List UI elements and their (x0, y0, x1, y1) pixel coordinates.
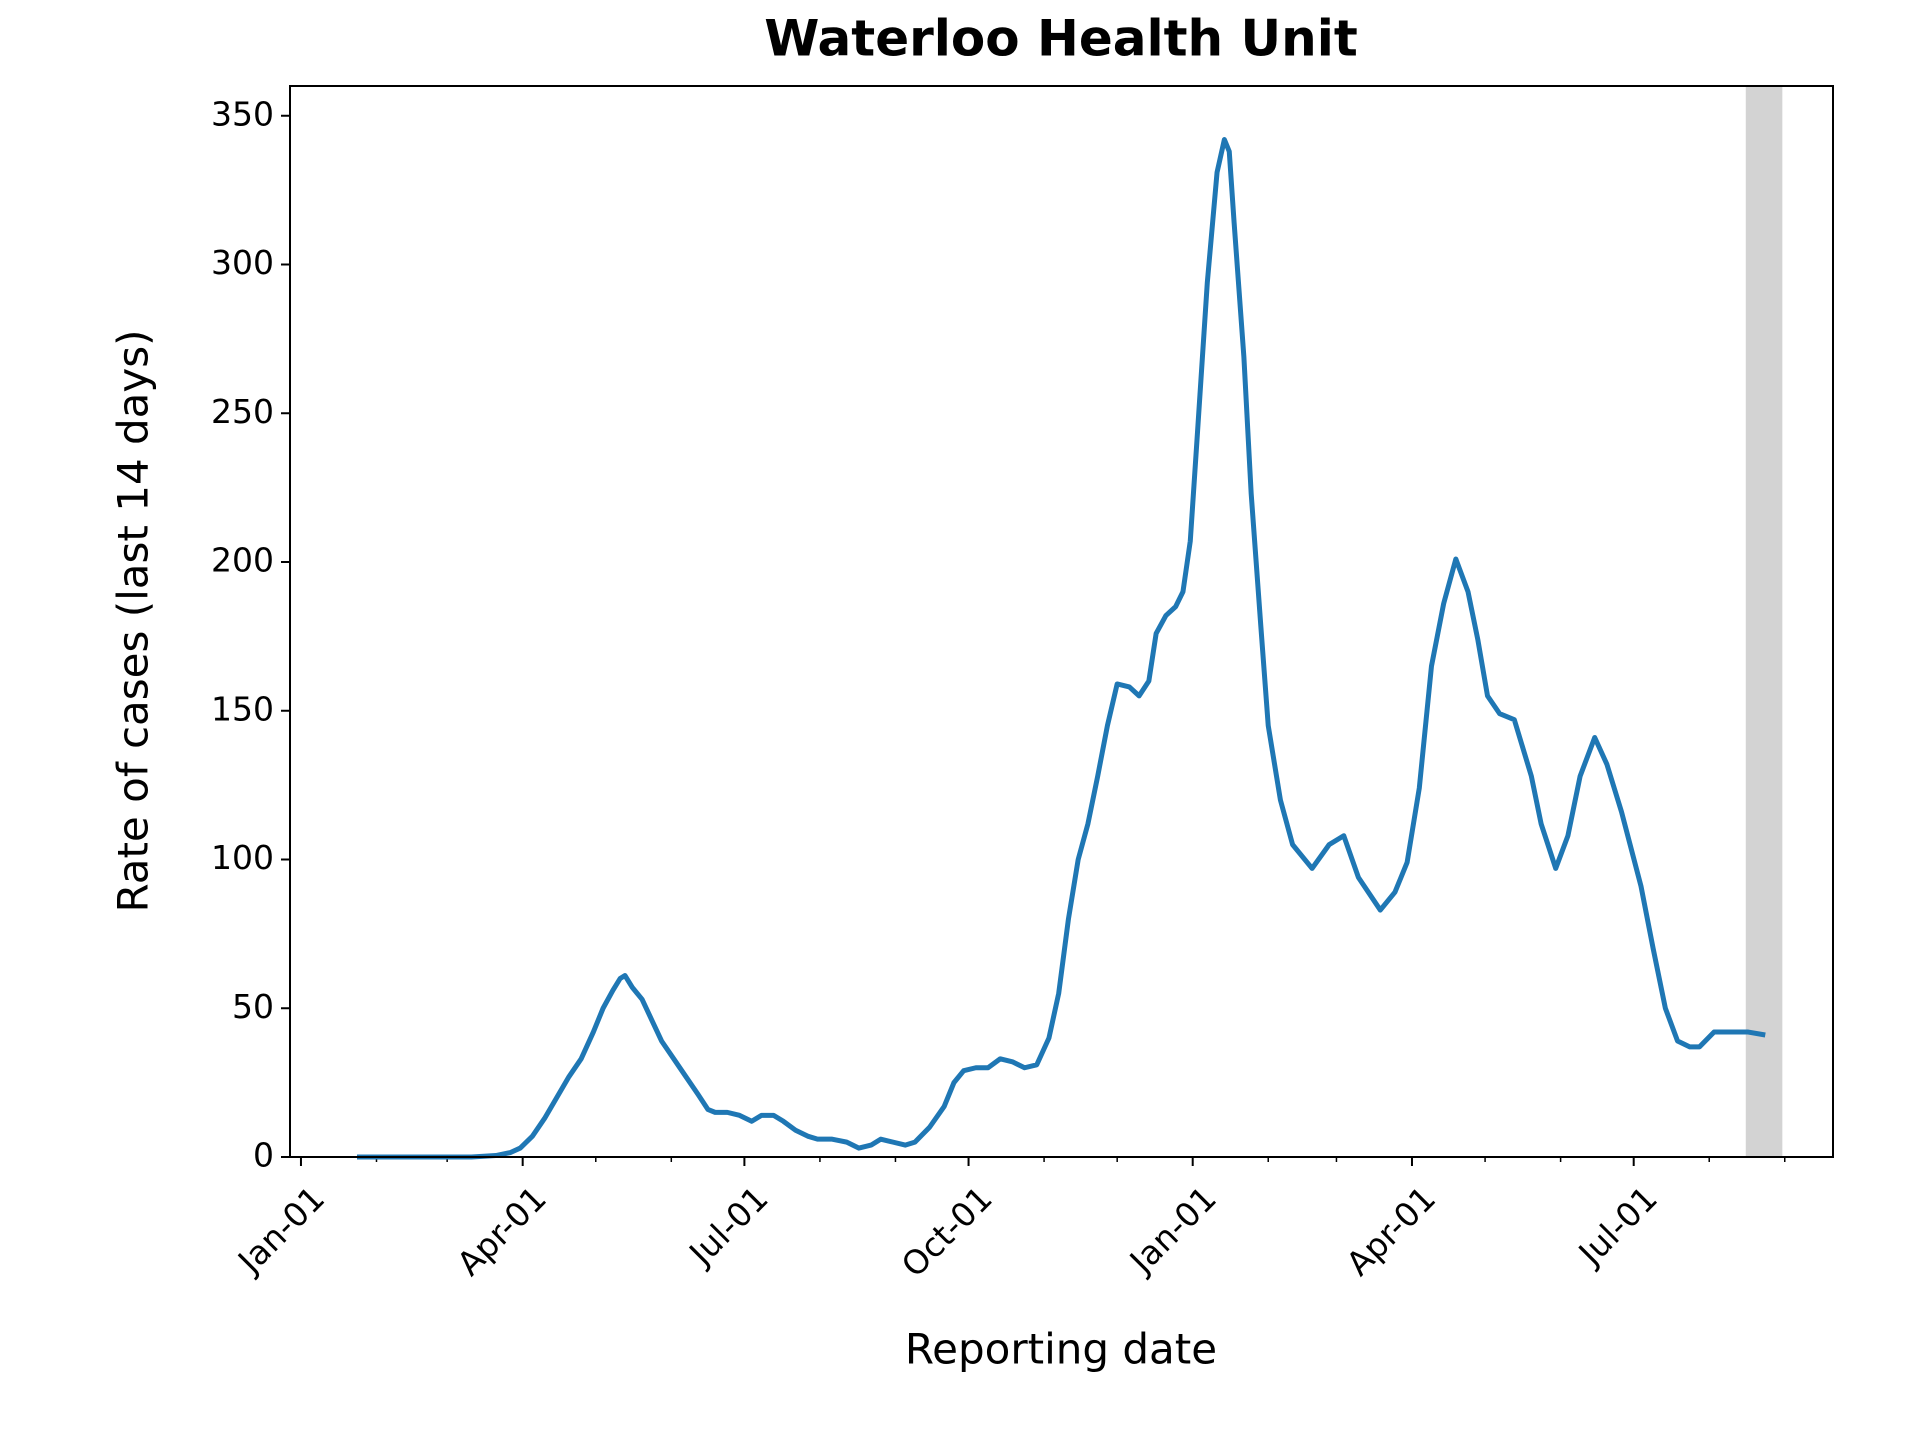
x-tick-label: Apr-01 (449, 1179, 554, 1284)
shaded-span (1745, 86, 1783, 1157)
x-tick-label: Oct-01 (894, 1179, 1000, 1285)
x-tick-label: Jan-01 (229, 1179, 332, 1282)
y-axis-label: Rate of cases (last 14 days) (109, 329, 158, 912)
y-tick-label: 300 (211, 243, 274, 282)
y-tick-label: 250 (211, 392, 274, 431)
y-tick-label: 0 (253, 1136, 274, 1175)
x-tick-label: Jan-01 (1121, 1179, 1224, 1282)
y-tick-label: 150 (211, 689, 274, 728)
chart-title: Waterloo Health Unit (764, 10, 1358, 68)
x-tick-label: Jul-01 (680, 1179, 775, 1274)
y-tick-label: 200 (211, 541, 274, 580)
x-axis-label: Reporting date (905, 1325, 1217, 1374)
y-tick-label: 50 (232, 987, 274, 1026)
data-line (357, 137, 1766, 1160)
y-tick-label: 350 (211, 94, 274, 133)
y-tick-label: 100 (211, 838, 274, 877)
x-tick-label: Jul-01 (1570, 1179, 1665, 1274)
x-tick-label: Apr-01 (1339, 1179, 1444, 1284)
plot-frame (289, 85, 1834, 1158)
